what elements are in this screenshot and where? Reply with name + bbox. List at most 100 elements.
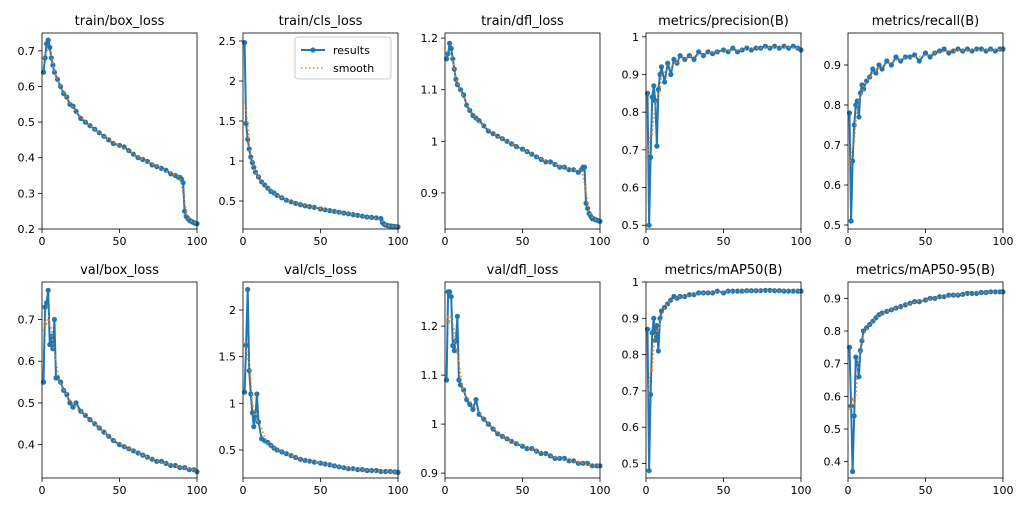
subplot-title: metrics/recall(B) [872, 14, 979, 29]
results-point [42, 55, 48, 61]
subplot-title: metrics/mAP50-95(B) [856, 263, 995, 278]
x-tick-label: 0 [240, 235, 247, 248]
y-tick-label: 0.6 [18, 355, 36, 368]
y-tick-label: 2 [229, 75, 236, 88]
y-tick-label: 0.7 [824, 139, 842, 152]
results-point [781, 43, 787, 49]
results-point [461, 92, 467, 98]
y-tick-label: 0.5 [824, 423, 842, 436]
results-point [331, 463, 337, 469]
x-tick-label: 0 [442, 235, 449, 248]
results-point [657, 71, 663, 78]
results-point [730, 288, 736, 294]
subplot-2: train/cls_loss 0 50 100 0.5 1 1.5 2 2.5 results sm… [219, 14, 409, 248]
results-point [64, 94, 70, 100]
results-point [946, 50, 952, 56]
results-point [249, 410, 255, 416]
results-point [42, 304, 48, 310]
results-point [691, 56, 697, 63]
results-point [110, 437, 116, 444]
results-point [854, 361, 860, 367]
plot-frame [41, 281, 198, 479]
results-point [307, 458, 313, 464]
y-tick-label: 0.5 [622, 219, 640, 232]
results-point [447, 40, 453, 46]
results-point [850, 158, 856, 164]
results-point [67, 400, 73, 406]
results-point [327, 208, 333, 214]
results-point [265, 185, 271, 191]
y-tick-label: 0.2 [18, 223, 36, 236]
x-tick-label: 100 [388, 484, 409, 497]
results-point [677, 53, 683, 59]
results-point [884, 308, 890, 314]
y-tick-label: 0.6 [622, 421, 640, 434]
results-point [992, 289, 998, 295]
results-point [467, 401, 473, 408]
y-tick-label: 0.5 [622, 457, 640, 470]
results-point [927, 54, 933, 60]
results-point [857, 348, 864, 354]
subplot-6: val/box_loss 0 50 100 0.4 0.5 0.6 0.7 [18, 263, 208, 497]
x-tick-label: 0 [643, 484, 650, 497]
smooth-line [446, 50, 601, 222]
results-point [776, 45, 782, 51]
results-point [575, 460, 581, 466]
smooth-line [243, 342, 399, 473]
x-tick-label: 100 [590, 235, 611, 248]
results-point [245, 136, 251, 142]
results-point [648, 391, 654, 398]
results-point [45, 37, 51, 43]
y-tick-label: 0.5 [824, 219, 842, 232]
results-point [317, 460, 324, 466]
subplot-title: metrics/mAP50(B) [664, 263, 782, 278]
results-point [902, 54, 909, 60]
results-point [355, 467, 361, 473]
results-point [499, 433, 505, 439]
results-point [473, 397, 479, 403]
subplot-title: val/cls_loss [284, 263, 357, 278]
results-point [453, 76, 459, 82]
results-point [854, 98, 860, 104]
results-point [47, 44, 53, 50]
y-tick-label: 0.8 [622, 106, 640, 119]
subplot-title: val/box_loss [80, 263, 159, 278]
results-point [519, 146, 526, 152]
y-tick-label: 0.9 [421, 187, 439, 200]
x-tick-label: 50 [314, 235, 328, 248]
results-point [988, 289, 994, 295]
x-tick-label: 0 [39, 484, 46, 497]
results-point [106, 137, 112, 143]
results-point [327, 462, 333, 468]
y-tick-label: 1.1 [421, 84, 439, 97]
subplot-title: train/box_loss [75, 14, 165, 29]
results-point [51, 316, 58, 323]
x-tick-label: 0 [39, 235, 46, 248]
subplot-1: train/box_loss 0 50 100 0.2 0.3 0.4 0.5 0.6 0.7 [18, 14, 208, 248]
results-point [51, 69, 58, 75]
results-point [158, 458, 164, 464]
plot-frame [242, 281, 399, 479]
y-tick-label: 0.8 [824, 325, 842, 338]
results-point [182, 208, 188, 214]
x-tick-label: 100 [791, 235, 812, 248]
plot-frame [645, 281, 802, 479]
smooth-line [646, 46, 801, 159]
x-tick-label: 100 [993, 484, 1014, 497]
results-point [710, 290, 716, 296]
results-point [767, 45, 773, 51]
results-point [739, 47, 745, 53]
x-tick-label: 50 [516, 484, 530, 497]
smooth-line [42, 48, 198, 224]
x-tick-label: 100 [791, 484, 812, 497]
results-point [450, 343, 456, 349]
results-point [254, 391, 260, 397]
results-point [758, 288, 764, 294]
results-point [658, 64, 665, 70]
smooth-line [848, 48, 1004, 166]
y-tick-label: 0.7 [18, 314, 36, 327]
results-point [557, 164, 563, 170]
y-tick-label: 1 [229, 397, 236, 410]
results-point [513, 441, 519, 447]
